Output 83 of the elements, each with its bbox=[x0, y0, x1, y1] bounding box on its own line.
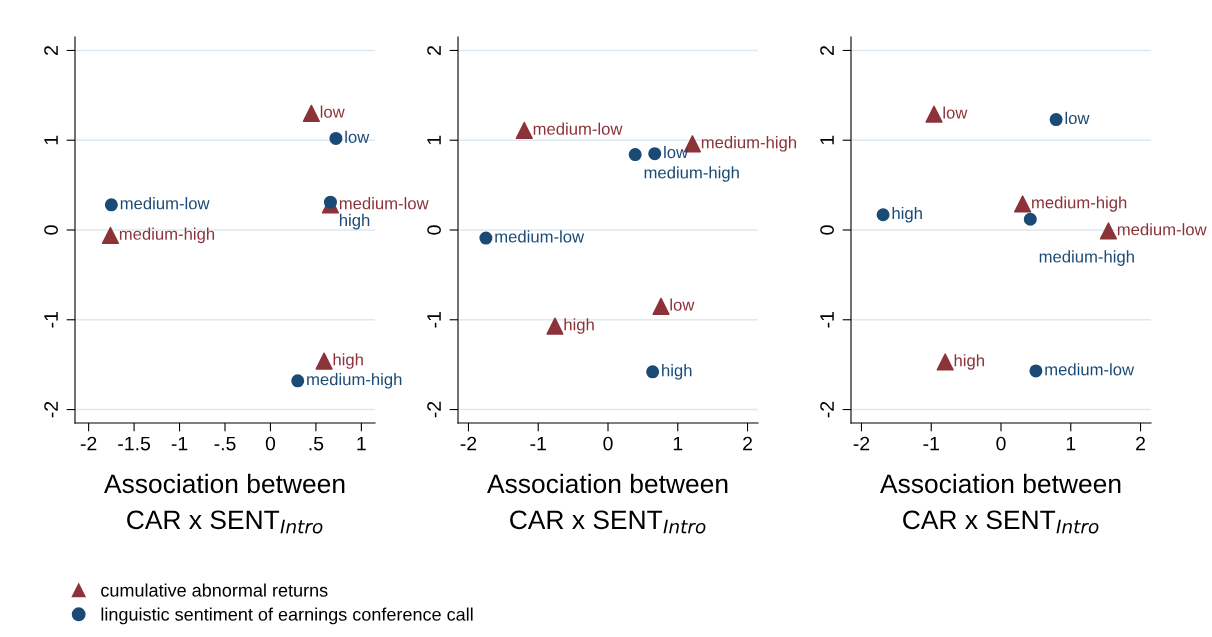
annotation: low bbox=[664, 145, 689, 159]
point bbox=[302, 104, 320, 122]
y-tick-label: -2 bbox=[44, 401, 58, 418]
annotation: low bbox=[943, 106, 968, 119]
point bbox=[1099, 222, 1118, 240]
annotation: low bbox=[670, 298, 695, 311]
annotation: medium-low bbox=[495, 230, 585, 243]
point bbox=[646, 365, 660, 379]
y-tick-label: 0 bbox=[427, 225, 441, 235]
annotation: high bbox=[662, 364, 692, 380]
annotation: high bbox=[564, 318, 594, 334]
annotation: medium-high bbox=[119, 227, 215, 244]
annotation: high bbox=[892, 206, 922, 223]
point bbox=[925, 105, 943, 123]
x-tick-label: -1 bbox=[923, 436, 939, 451]
annotation: medium-low bbox=[1117, 223, 1207, 236]
y-tick-label: 0 bbox=[44, 225, 58, 235]
point bbox=[936, 353, 954, 371]
x-tick-label: 1 bbox=[357, 436, 366, 451]
y-tick-label: -1 bbox=[427, 312, 441, 328]
point bbox=[628, 148, 642, 162]
annotation: medium-low bbox=[533, 122, 623, 135]
y-tick-label: -2 bbox=[820, 401, 834, 418]
annotation: high bbox=[339, 213, 370, 230]
y-tick-label: -1 bbox=[820, 312, 834, 328]
y-tick-label: -1 bbox=[44, 312, 58, 328]
annotation: high bbox=[954, 354, 984, 370]
x-tick-label: -2 bbox=[853, 436, 870, 451]
point bbox=[515, 121, 533, 139]
x-tick-label: -.5 bbox=[214, 436, 236, 451]
annotation: medium-high bbox=[644, 166, 739, 182]
point bbox=[1023, 212, 1037, 226]
point bbox=[323, 195, 337, 209]
x-tick-label: -1.5 bbox=[118, 436, 151, 451]
point bbox=[1029, 364, 1043, 378]
annotation: medium-high bbox=[1032, 196, 1127, 212]
legend-label: linguistic sentiment of earnings conference call bbox=[101, 607, 473, 625]
x-tick-label: -1 bbox=[171, 436, 188, 451]
x-axis-title: Association between CAR x SENT$_{Intro}$ bbox=[487, 473, 728, 534]
x-tick-label: 1 bbox=[1066, 436, 1076, 451]
point bbox=[1014, 195, 1032, 213]
annotation: low bbox=[345, 130, 370, 143]
point bbox=[104, 198, 118, 212]
point bbox=[101, 226, 120, 244]
annotation: medium-low bbox=[339, 197, 429, 210]
annotation: high bbox=[333, 353, 363, 369]
x-tick-label: 2 bbox=[1136, 436, 1145, 451]
point bbox=[1049, 113, 1063, 127]
point bbox=[315, 352, 333, 370]
y-tick-label: 1 bbox=[44, 135, 58, 145]
point bbox=[291, 374, 305, 388]
point bbox=[329, 131, 343, 145]
point bbox=[648, 147, 662, 161]
point bbox=[546, 317, 564, 335]
x-tick-label: -1 bbox=[530, 436, 546, 451]
x-tick-label: -2 bbox=[460, 436, 477, 451]
x-tick-label: 0 bbox=[265, 436, 276, 451]
y-tick-label: 1 bbox=[427, 135, 441, 145]
x-axis-title: Association between CAR x SENT$_{Intro}$ bbox=[104, 473, 345, 534]
x-tick-label: 0 bbox=[603, 436, 613, 451]
y-tick-label: -2 bbox=[427, 401, 441, 418]
x-tick-label: .5 bbox=[309, 436, 324, 451]
annotation: low bbox=[1065, 111, 1090, 125]
x-tick-label: 0 bbox=[996, 436, 1006, 451]
point bbox=[876, 208, 890, 222]
y-tick-label: 2 bbox=[820, 46, 834, 55]
annotation: medium-low bbox=[120, 197, 210, 210]
annotation: medium-high bbox=[307, 373, 402, 389]
point bbox=[652, 297, 670, 315]
x-tick-label: 2 bbox=[743, 436, 752, 451]
y-tick-label: 2 bbox=[427, 46, 441, 55]
x-tick-label: 1 bbox=[673, 436, 683, 451]
y-tick-label: 2 bbox=[44, 46, 58, 55]
point bbox=[479, 231, 493, 245]
annotation: medium-low bbox=[1045, 363, 1135, 376]
legend-label: cumulative abnormal returns bbox=[101, 583, 328, 597]
annotation: medium-high bbox=[1039, 250, 1134, 266]
x-axis-title: Association between CAR x SENT$_{Intro}$ bbox=[880, 473, 1121, 534]
y-tick-label: 1 bbox=[820, 135, 834, 145]
annotation: medium-high bbox=[701, 136, 797, 152]
x-tick-label: -2 bbox=[80, 436, 97, 451]
y-tick-label: 0 bbox=[820, 225, 834, 235]
annotation: low bbox=[320, 105, 345, 118]
